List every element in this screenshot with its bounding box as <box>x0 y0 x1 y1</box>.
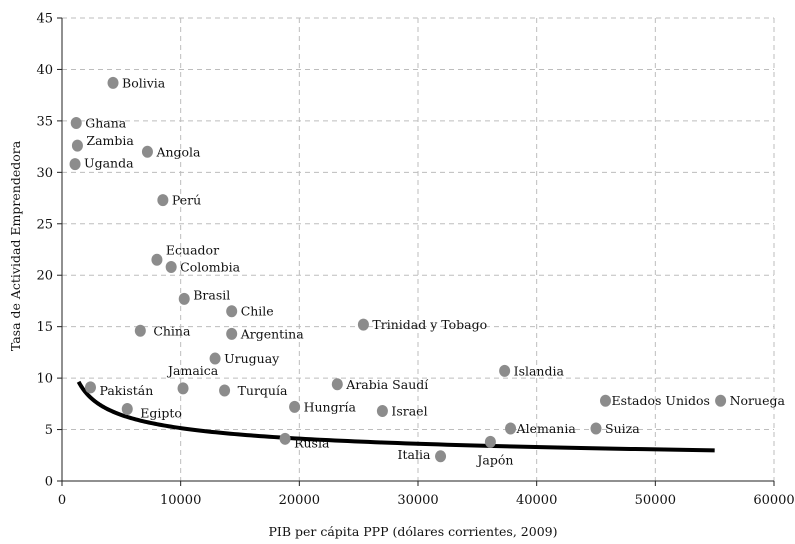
data-point <box>209 352 221 365</box>
y-axis-title: Tasa de Actividad Emprendedora <box>8 140 23 351</box>
x-tick-label: 30000 <box>397 493 438 508</box>
point-label: Estados Unidos <box>611 393 709 408</box>
data-point <box>499 364 511 377</box>
point-label: Ghana <box>85 115 127 130</box>
point-label: Japón <box>475 452 513 467</box>
data-point <box>121 402 133 415</box>
trendline <box>76 380 715 453</box>
y-tick-label: 10 <box>36 372 53 387</box>
y-tick-label: 30 <box>36 166 53 181</box>
data-point <box>599 394 611 407</box>
point-label: Angola <box>155 144 201 159</box>
point-label: China <box>153 323 191 338</box>
point-label: Italia <box>398 447 431 462</box>
point-label: Arabia Saudí <box>345 377 429 392</box>
point-label: Israel <box>391 404 427 419</box>
point-label: Turquía <box>238 383 288 398</box>
x-tick-label: 20000 <box>279 493 320 508</box>
data-point <box>484 435 496 448</box>
data-point <box>69 158 81 171</box>
x-tick-label: 60000 <box>753 493 794 508</box>
data-point <box>226 327 238 340</box>
x-tick-label: 50000 <box>635 493 676 508</box>
point-label: Bolivia <box>122 75 166 90</box>
point-label: Uruguay <box>224 351 280 366</box>
point-label: Ecuador <box>166 242 219 257</box>
data-point <box>505 422 517 435</box>
data-point <box>590 422 602 435</box>
point-label: Hungría <box>304 399 357 414</box>
y-tick-label: 35 <box>36 114 53 129</box>
data-point <box>70 116 82 129</box>
x-tick-label: 0 <box>58 493 66 508</box>
point-label: Islandia <box>514 363 565 378</box>
data-point <box>141 145 153 158</box>
data-point <box>279 432 291 445</box>
point-label: Brasil <box>193 287 230 302</box>
point-label: Perú <box>172 193 201 208</box>
x-tick-label: 10000 <box>160 493 201 508</box>
y-tick-label: 45 <box>36 12 53 27</box>
data-point <box>226 305 238 318</box>
point-label: Pakistán <box>99 383 153 398</box>
point-label: Jamaica <box>166 363 219 378</box>
data-point <box>178 292 190 305</box>
data-point <box>219 384 231 397</box>
data-point <box>165 260 177 273</box>
data-point <box>151 253 163 266</box>
y-tick-label: 25 <box>36 217 53 232</box>
x-tick-label: 40000 <box>516 493 557 508</box>
point-label: Zambia <box>86 133 134 148</box>
point-label: Egipto <box>140 405 182 420</box>
point-label: Chile <box>241 304 274 319</box>
data-point <box>71 139 83 152</box>
axes: 0 5 10 15 20 25 30 35 40 45 0 10000 20000 30000 40000 5… <box>36 12 794 509</box>
point-label: Trinidad y Tobago <box>372 317 487 332</box>
data-point <box>715 394 727 407</box>
y-tick-label: 20 <box>36 269 53 284</box>
point-label: Rusia <box>294 435 330 450</box>
point-label: Alemania <box>516 421 577 436</box>
data-point <box>107 76 119 89</box>
data-point <box>331 378 343 391</box>
y-tick-label: 0 <box>45 475 53 490</box>
point-label: Argentina <box>240 326 305 341</box>
grid <box>62 17 775 481</box>
data-points <box>69 76 727 463</box>
y-tick-label: 40 <box>36 63 53 78</box>
x-axis-title: PIB per cápita PPP (dólares corrientes, … <box>269 524 558 539</box>
y-tick-label: 5 <box>45 423 53 438</box>
point-label: Colombia <box>180 259 240 274</box>
point-labels: Bolivia Ghana Zambia Uganda Angola Perú Ecuado… <box>84 75 785 467</box>
data-point <box>376 405 388 418</box>
data-point <box>84 381 96 394</box>
data-point <box>435 450 447 463</box>
trendline-group <box>76 380 715 453</box>
point-label: Uganda <box>84 156 134 171</box>
y-tick-label: 15 <box>36 320 53 335</box>
data-point <box>289 400 301 413</box>
data-point <box>177 382 189 395</box>
point-label: Suiza <box>605 421 640 436</box>
data-point <box>157 194 169 207</box>
point-label: Noruega <box>730 393 786 408</box>
data-point <box>357 318 369 331</box>
data-point <box>134 324 146 337</box>
